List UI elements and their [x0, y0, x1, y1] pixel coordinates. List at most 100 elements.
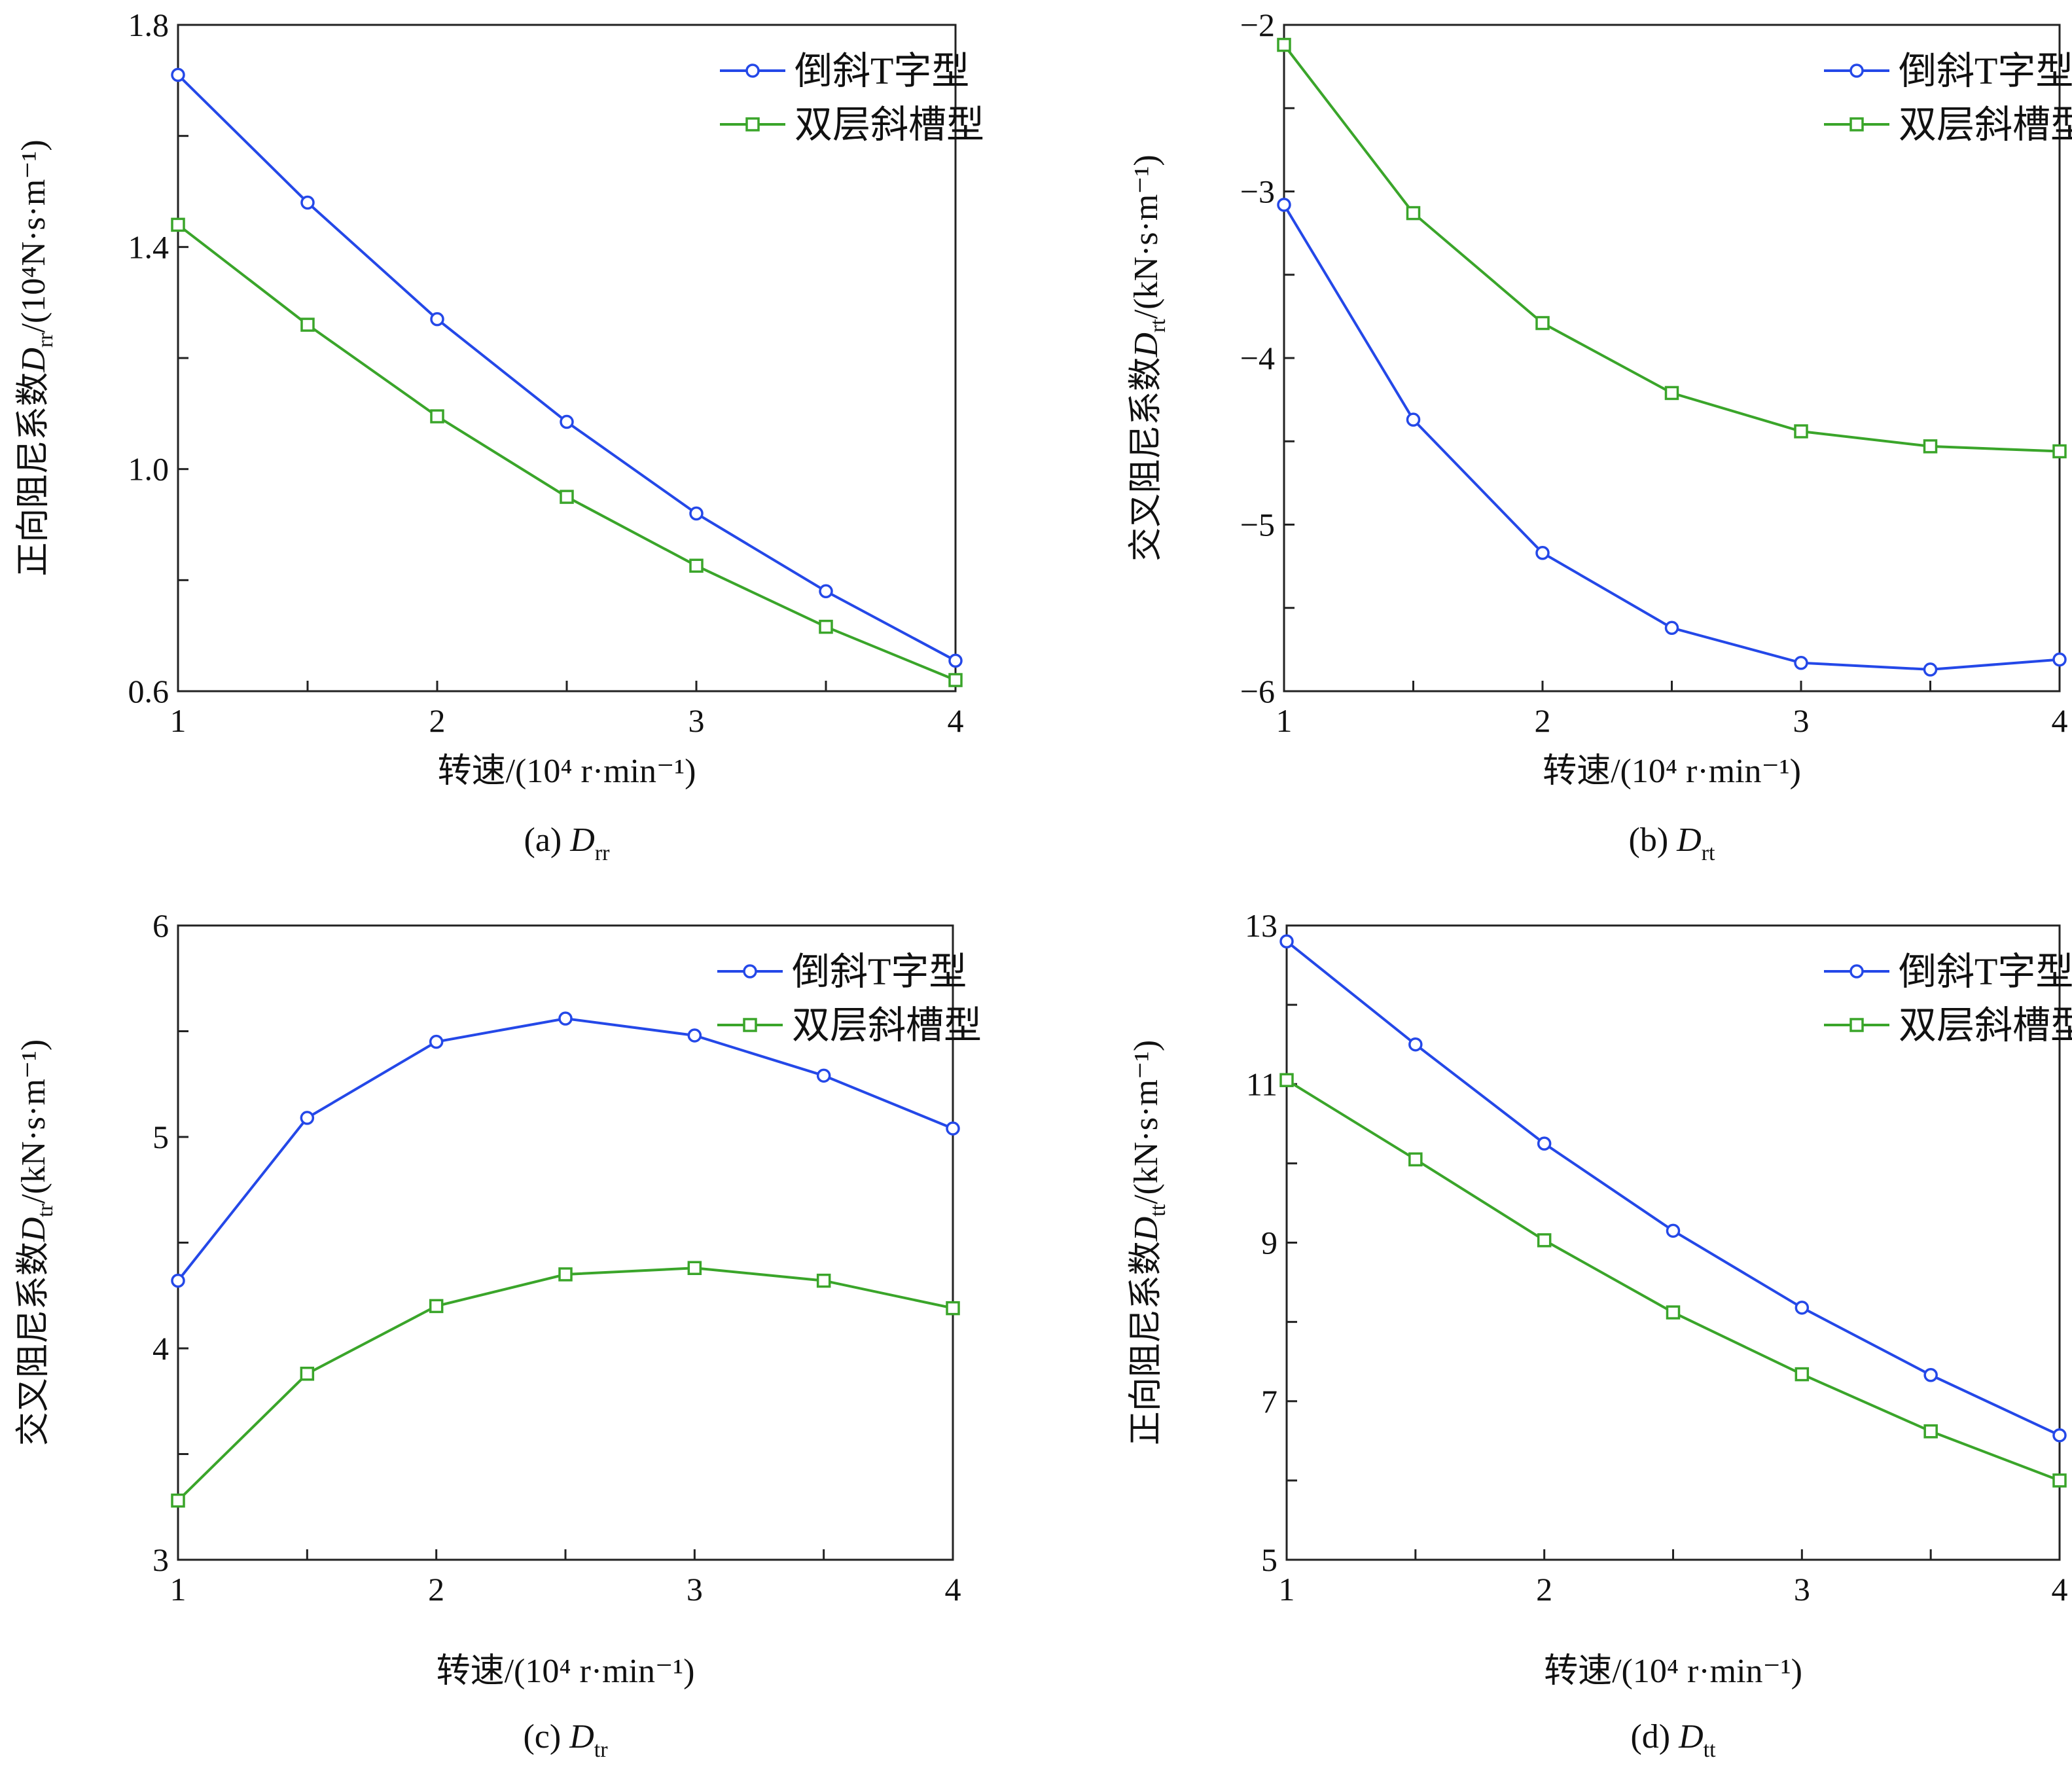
- x-tick-label: 1: [1279, 1571, 1295, 1608]
- x-tick-label: 4: [948, 702, 964, 739]
- data-point: [1277, 198, 1291, 212]
- data-point: [558, 1011, 573, 1026]
- x-tick-label: 4: [2052, 1571, 2068, 1608]
- y-tick-label: 7: [1261, 1383, 1277, 1420]
- legend-label: 双层斜槽型: [792, 1004, 982, 1047]
- chart-c: 1 2 3 4 3 4 5 6 转速/(10⁴ r·min⁻¹) 交叉阻尼系数Dtr/(kN·s·…: [15, 907, 982, 1762]
- y-tick-label: 11: [1246, 1066, 1277, 1102]
- data-point: [1535, 315, 1550, 331]
- x-tick-label: 4: [2052, 702, 2068, 739]
- data-point: [816, 1273, 831, 1288]
- data-point: [1923, 439, 1938, 454]
- data-point: [687, 1028, 702, 1043]
- y-axis-label: 交叉阻尼系数Dtr/(kN·s·m⁻¹): [15, 1039, 58, 1446]
- chart-b: 1 2 3 4 −6 −5 −4 −3 −2 转速/(10⁴ r·min⁻¹) 交叉阻尼系数Drt/…: [1128, 7, 2072, 865]
- y-tick-label: 3: [152, 1541, 169, 1578]
- data-point: [429, 1299, 444, 1314]
- data-point: [689, 506, 704, 521]
- data-point: [1795, 1301, 1810, 1315]
- y-tick-label: 9: [1261, 1225, 1277, 1261]
- data-point: [1923, 1368, 1938, 1382]
- data-point: [1923, 1424, 1938, 1439]
- data-point: [946, 1301, 960, 1316]
- series-line-1: [177, 73, 956, 662]
- chart-caption: (d) Dtt: [1630, 1718, 1716, 1762]
- data-point: [946, 1121, 960, 1136]
- legend-marker: [745, 117, 760, 132]
- legend-label: 倒斜T字型: [792, 950, 967, 993]
- series-line-1: [177, 1017, 954, 1282]
- x-tick-label: 3: [1794, 1571, 1810, 1608]
- data-point: [560, 490, 574, 504]
- legend-marker: [1849, 1018, 1864, 1032]
- data-point: [816, 1068, 831, 1083]
- data-point: [1277, 37, 1291, 52]
- legend-marker: [743, 1018, 757, 1032]
- legend-label: 双层斜槽型: [795, 103, 984, 146]
- data-point: [1279, 1073, 1294, 1087]
- data-point: [300, 1367, 315, 1381]
- y-tick-label: −3: [1240, 173, 1275, 210]
- data-point: [429, 1034, 444, 1049]
- data-point: [948, 653, 963, 668]
- y-tick-label: 1.4: [128, 228, 170, 265]
- data-point: [1408, 1037, 1423, 1052]
- chart-caption: (a) Drr: [524, 821, 611, 865]
- legend-label: 倒斜T字型: [795, 50, 969, 92]
- chart-d: 1 2 3 4 5 7 9 11 13 转速/(10⁴ r·min⁻¹) 正向阻尼系数Dtt/(kN…: [1128, 907, 2072, 1762]
- data-point: [1666, 1223, 1681, 1238]
- x-tick-label: 2: [429, 702, 446, 739]
- data-point: [819, 619, 833, 634]
- data-point: [171, 1273, 185, 1288]
- data-point: [560, 414, 574, 429]
- x-tick-label: 1: [1276, 702, 1293, 739]
- data-point: [171, 1493, 185, 1508]
- y-tick-label: 4: [152, 1330, 169, 1367]
- y-axis-label: 正向阻尼系数Dtt/(kN·s·m⁻¹): [1128, 1040, 1170, 1445]
- y-tick-label: 1.8: [128, 7, 170, 43]
- y-tick-label: 0.6: [128, 673, 170, 710]
- x-tick-label: 1: [170, 1571, 187, 1608]
- y-tick-label: −5: [1240, 507, 1275, 543]
- legend-label: 双层斜槽型: [1899, 1004, 2072, 1047]
- x-axis-label: 转速/(10⁴ r·min⁻¹): [1544, 1653, 1802, 1690]
- series-line-2: [177, 1267, 954, 1502]
- y-tick-label: −6: [1240, 673, 1275, 710]
- data-point: [430, 312, 444, 327]
- legend-label: 倒斜T字型: [1899, 950, 2072, 993]
- data-point: [819, 584, 833, 599]
- x-tick-label: 4: [945, 1571, 961, 1608]
- y-tick-label: 1.0: [128, 451, 170, 488]
- legend-marker: [1849, 63, 1864, 78]
- x-tick-label: 3: [687, 1571, 703, 1608]
- data-point: [2052, 1473, 2067, 1488]
- x-tick-label: 3: [1793, 702, 1810, 739]
- legend-marker: [1849, 117, 1864, 132]
- x-tick-label: 2: [428, 1571, 444, 1608]
- data-point: [1406, 412, 1421, 427]
- x-axis-label: 转速/(10⁴ r·min⁻¹): [437, 1653, 695, 1690]
- data-point: [1666, 1305, 1681, 1320]
- y-axis-label: 交叉阻尼系数Drt/(kN·s·m⁻¹): [1128, 154, 1170, 561]
- data-point: [2052, 444, 2067, 459]
- chart-caption: (b) Drt: [1629, 821, 1716, 865]
- y-tick-label: 6: [152, 907, 169, 944]
- data-point: [1537, 1233, 1552, 1248]
- x-tick-label: 3: [688, 702, 705, 739]
- y-axis-label: 正向阻尼系数Drr/(10⁴N·s·m⁻¹): [15, 139, 58, 576]
- data-point: [300, 1111, 315, 1125]
- data-point: [1664, 386, 1679, 401]
- x-axis-label: 转速/(10⁴ r·min⁻¹): [1543, 753, 1801, 790]
- y-tick-label: 5: [152, 1119, 169, 1155]
- chart-a: 1 2 3 4 0.6 1.0 1.4 1.8 转速/(10⁴ r·min⁻¹) 正向阻尼系数Dr…: [15, 7, 984, 865]
- data-point: [1794, 655, 1808, 670]
- data-point: [948, 673, 963, 687]
- data-point: [558, 1267, 573, 1282]
- data-point: [300, 317, 315, 332]
- legend-label: 倒斜T字型: [1899, 50, 2072, 92]
- y-tick-label: 5: [1261, 1541, 1277, 1578]
- y-tick-label: −2: [1240, 7, 1275, 43]
- data-point: [171, 217, 185, 232]
- data-point: [1535, 546, 1550, 560]
